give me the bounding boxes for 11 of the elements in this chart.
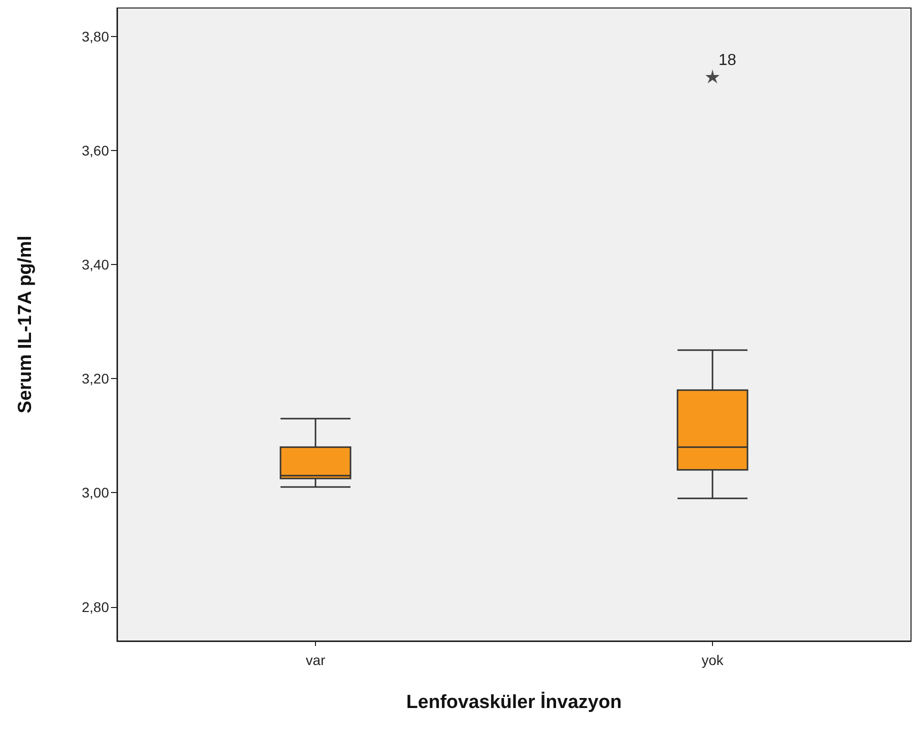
- y-tick-label: 3,00: [82, 484, 110, 501]
- annotation: 18: [718, 52, 736, 69]
- x-tick-label: yok: [702, 652, 724, 668]
- x-tick-label: var: [306, 652, 326, 668]
- y-tick-label: 3,60: [82, 142, 110, 159]
- y-tick-label: 3,40: [82, 256, 110, 273]
- y-tick-label: 2,80: [82, 598, 110, 615]
- y-tick-label: 3,80: [82, 28, 110, 45]
- y-axis-title: Serum IL-17A pg/ml: [15, 236, 36, 414]
- y-tick-label: 3,20: [82, 370, 110, 387]
- x-axis-title: Lenfovasküler İnvazyon: [406, 691, 622, 713]
